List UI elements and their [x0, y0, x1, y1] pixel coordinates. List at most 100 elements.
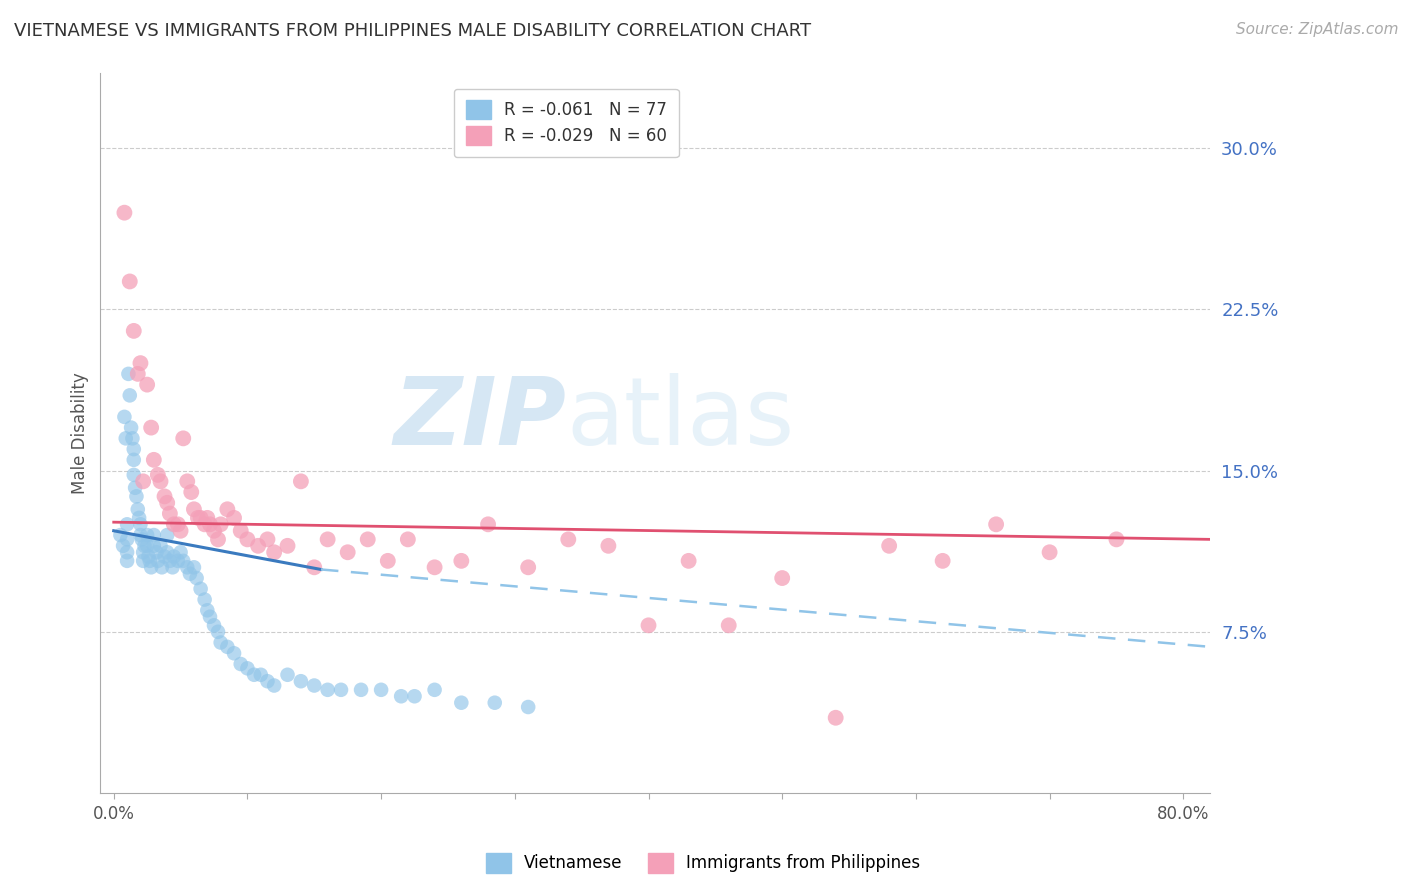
Point	[316, 682, 339, 697]
Point	[190, 582, 212, 596]
Point	[598, 539, 620, 553]
Point	[169, 524, 191, 538]
Point	[423, 682, 446, 697]
Point	[484, 696, 506, 710]
Point	[984, 517, 1007, 532]
Point	[263, 679, 285, 693]
Point	[149, 475, 172, 489]
Point	[336, 545, 359, 559]
Point	[141, 560, 163, 574]
Point	[169, 545, 191, 559]
Point	[290, 674, 312, 689]
Point	[517, 560, 540, 574]
Point	[198, 609, 221, 624]
Point	[132, 554, 155, 568]
Point	[330, 682, 353, 697]
Point	[450, 696, 472, 710]
Point	[1039, 545, 1062, 559]
Point	[118, 388, 141, 402]
Point	[112, 205, 135, 219]
Point	[217, 502, 239, 516]
Point	[243, 667, 266, 681]
Point	[115, 533, 138, 547]
Text: ZIP: ZIP	[394, 373, 567, 465]
Point	[316, 533, 339, 547]
Point	[678, 554, 700, 568]
Point	[122, 324, 145, 338]
Point	[125, 489, 148, 503]
Point	[229, 657, 252, 671]
Point	[172, 554, 194, 568]
Point	[770, 571, 793, 585]
Point	[114, 431, 136, 445]
Point	[139, 554, 162, 568]
Point	[404, 690, 426, 704]
Point	[202, 618, 225, 632]
Point	[129, 528, 152, 542]
Point	[183, 502, 205, 516]
Point	[118, 275, 141, 289]
Point	[172, 431, 194, 445]
Legend: R = -0.061   N = 77, R = -0.029   N = 60: R = -0.061 N = 77, R = -0.029 N = 60	[454, 88, 679, 157]
Point	[276, 539, 298, 553]
Point	[122, 467, 145, 482]
Point	[162, 560, 184, 574]
Point	[132, 545, 155, 559]
Point	[149, 539, 172, 553]
Point	[136, 528, 159, 542]
Point	[357, 533, 380, 547]
Point	[159, 507, 181, 521]
Point	[134, 539, 156, 553]
Point	[183, 560, 205, 574]
Point	[142, 528, 165, 542]
Point	[142, 453, 165, 467]
Point	[120, 420, 142, 434]
Point	[138, 549, 160, 564]
Point	[153, 489, 176, 503]
Point	[112, 539, 135, 553]
Point	[304, 679, 326, 693]
Point	[256, 533, 278, 547]
Point	[110, 528, 132, 542]
Point	[128, 511, 150, 525]
Point	[222, 646, 245, 660]
Point	[370, 682, 392, 697]
Point	[389, 690, 412, 704]
Point	[377, 554, 399, 568]
Point	[290, 475, 312, 489]
Point	[194, 592, 217, 607]
Point	[179, 566, 201, 581]
Point	[115, 517, 138, 532]
Point	[207, 624, 229, 639]
Point	[136, 377, 159, 392]
Point	[153, 549, 176, 564]
Point	[247, 539, 270, 553]
Point	[167, 517, 190, 532]
Point	[190, 511, 212, 525]
Point	[236, 533, 259, 547]
Point	[117, 367, 139, 381]
Point	[256, 674, 278, 689]
Point	[156, 545, 179, 559]
Point	[122, 442, 145, 456]
Point	[163, 549, 186, 564]
Point	[121, 431, 143, 445]
Point	[187, 511, 209, 525]
Point	[263, 545, 285, 559]
Point	[156, 528, 179, 542]
Point	[124, 481, 146, 495]
Point	[450, 554, 472, 568]
Point	[1105, 533, 1128, 547]
Point	[931, 554, 953, 568]
Point	[194, 517, 217, 532]
Point	[146, 554, 169, 568]
Point	[112, 409, 135, 424]
Point	[122, 453, 145, 467]
Y-axis label: Male Disability: Male Disability	[72, 372, 89, 494]
Text: VIETNAMESE VS IMMIGRANTS FROM PHILIPPINES MALE DISABILITY CORRELATION CHART: VIETNAMESE VS IMMIGRANTS FROM PHILIPPINE…	[14, 22, 811, 40]
Text: atlas: atlas	[567, 373, 794, 465]
Point	[637, 618, 659, 632]
Point	[517, 700, 540, 714]
Point	[202, 524, 225, 538]
Point	[209, 635, 232, 649]
